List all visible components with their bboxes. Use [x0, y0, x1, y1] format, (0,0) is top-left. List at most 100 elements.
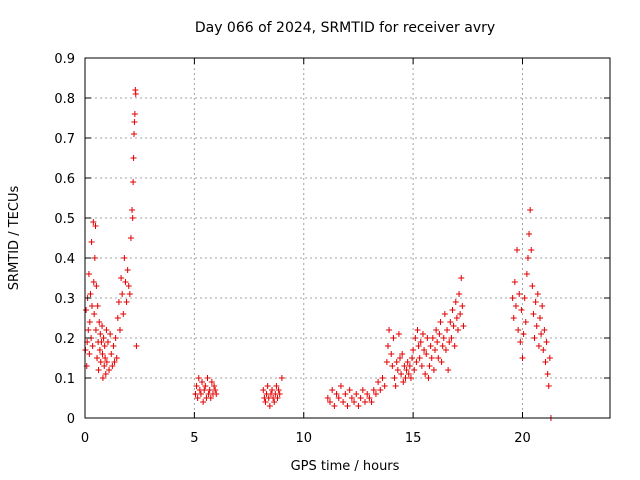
- data-point: [514, 247, 521, 253]
- data-point: [545, 383, 552, 389]
- data-point: [398, 371, 405, 377]
- data-point: [83, 307, 90, 313]
- data-point: [531, 335, 538, 341]
- data-point: [538, 331, 545, 337]
- data-point: [103, 359, 110, 365]
- data-point: [118, 275, 125, 281]
- data-point: [192, 391, 199, 397]
- data-point: [381, 383, 388, 389]
- data-point: [410, 347, 417, 353]
- data-point: [520, 331, 527, 337]
- y-tick-label: 0.9: [54, 52, 75, 67]
- data-point: [423, 351, 430, 357]
- data-point: [421, 347, 428, 353]
- data-point: [403, 367, 410, 373]
- data-point: [391, 375, 398, 381]
- data-point: [269, 387, 276, 393]
- data-point: [448, 335, 455, 341]
- data-point: [97, 331, 104, 337]
- data-point: [331, 403, 338, 409]
- data-point: [530, 311, 537, 317]
- data-point: [450, 323, 457, 329]
- data-point: [389, 363, 396, 369]
- data-point: [114, 315, 121, 321]
- data-point: [417, 339, 424, 345]
- data-point: [434, 339, 441, 345]
- data-point: [90, 279, 97, 285]
- data-point: [522, 319, 529, 325]
- data-point: [435, 355, 442, 361]
- data-point: [533, 323, 540, 329]
- data-point: [451, 343, 458, 349]
- data-point: [446, 339, 453, 345]
- data-point: [129, 215, 136, 221]
- data-point: [110, 343, 117, 349]
- data-point: [127, 235, 134, 241]
- data-point: [432, 347, 438, 353]
- data-point: [129, 207, 136, 213]
- data-point: [131, 131, 137, 137]
- data-point: [516, 291, 523, 297]
- data-point: [528, 247, 535, 253]
- data-point: [433, 327, 440, 333]
- data-point: [117, 327, 123, 333]
- data-point: [329, 387, 336, 393]
- data-point: [377, 387, 384, 393]
- data-point: [370, 387, 377, 393]
- data-point: [438, 359, 445, 365]
- y-tick-label: 0.2: [54, 332, 75, 347]
- data-point: [353, 391, 360, 397]
- data-point: [546, 355, 553, 361]
- data-point: [454, 327, 461, 333]
- data-point: [413, 359, 420, 365]
- data-point: [89, 343, 96, 349]
- data-point: [383, 359, 390, 365]
- data-point: [199, 379, 206, 385]
- data-point: [99, 375, 106, 381]
- data-point: [368, 399, 375, 405]
- data-point: [262, 399, 269, 405]
- data-point: [335, 395, 342, 401]
- data-point: [206, 387, 213, 393]
- data-point: [429, 335, 436, 341]
- data-point: [411, 367, 418, 373]
- x-tick-label: 10: [295, 431, 312, 446]
- data-point: [204, 375, 211, 381]
- y-tick-label: 0.3: [54, 292, 75, 307]
- data-point: [541, 327, 548, 333]
- data-point: [201, 387, 208, 393]
- data-point: [401, 363, 408, 369]
- data-point: [445, 367, 452, 373]
- axis-ticks: 0 0.1 0.2 0.3 0.4 0.5 0.6 0.7 0.8 0.9 0 5 10 15 20: [54, 52, 610, 446]
- data-point: [126, 291, 133, 297]
- data-point: [327, 399, 333, 405]
- data-point: [419, 331, 426, 337]
- data-point: [108, 351, 115, 357]
- data-point: [274, 395, 281, 401]
- data-point: [342, 391, 349, 397]
- data-point: [430, 367, 437, 373]
- data-point: [407, 375, 414, 381]
- data-point: [90, 219, 97, 225]
- data-point: [366, 395, 373, 401]
- data-point: [509, 295, 516, 301]
- data-point: [119, 291, 126, 297]
- data-point: [442, 347, 449, 353]
- data-point: [400, 379, 407, 385]
- data-point: [121, 255, 128, 261]
- data-point: [532, 299, 539, 305]
- data-point: [130, 179, 137, 185]
- data-point: [393, 359, 400, 365]
- data-point: [405, 371, 412, 377]
- data-point: [98, 339, 105, 345]
- data-point: [459, 303, 466, 309]
- data-point: [131, 111, 138, 117]
- data-point: [195, 375, 202, 381]
- data-point: [271, 399, 278, 405]
- data-point: [457, 311, 464, 317]
- data-point: [519, 355, 526, 361]
- data-point: [266, 403, 273, 409]
- data-point: [193, 383, 200, 389]
